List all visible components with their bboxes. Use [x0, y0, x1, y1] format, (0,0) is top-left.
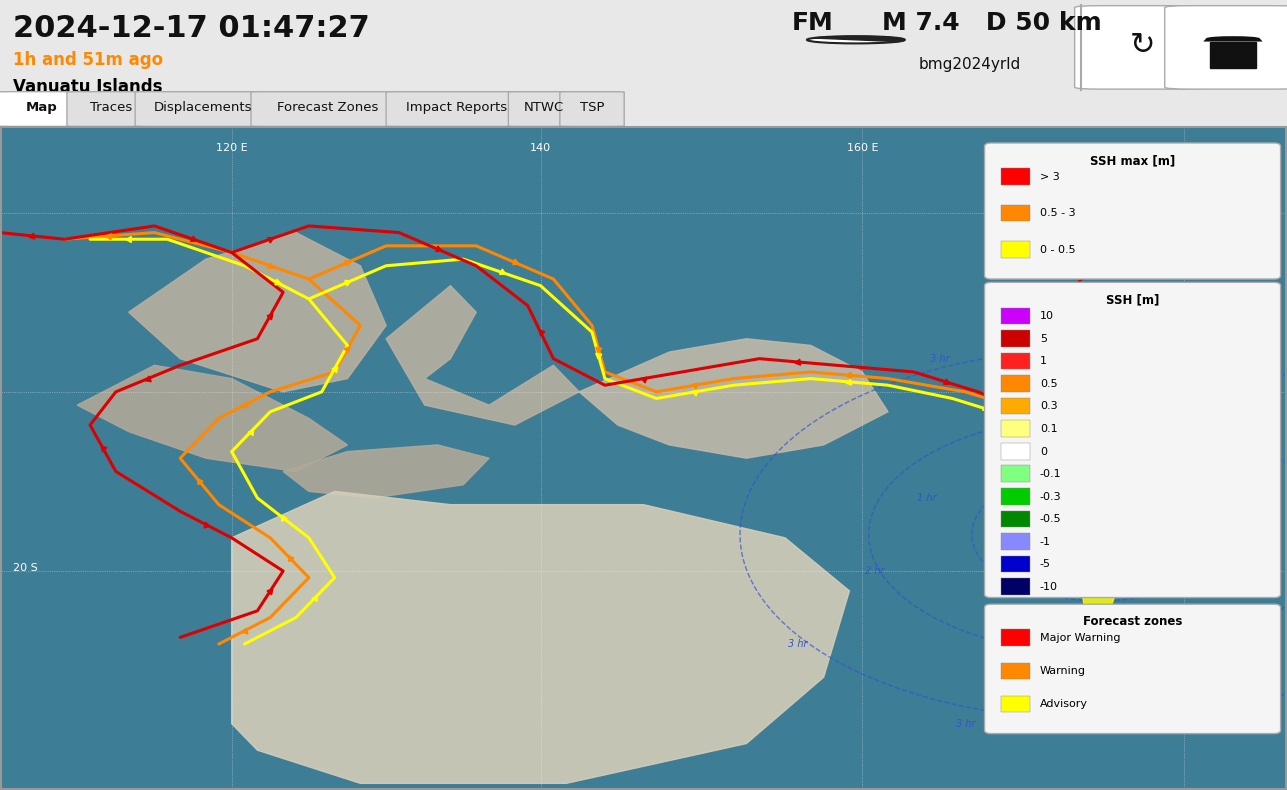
Bar — [1001, 488, 1030, 505]
Text: 1 hr: 1 hr — [1251, 506, 1272, 517]
Text: 2 hr: 2 hr — [1225, 705, 1246, 716]
Polygon shape — [1082, 425, 1120, 591]
Text: 0: 0 — [1040, 446, 1046, 457]
Bar — [1001, 398, 1030, 415]
Text: 3 hr: 3 hr — [955, 719, 976, 728]
Text: 1 hr: 1 hr — [916, 493, 937, 503]
Polygon shape — [77, 365, 347, 472]
Text: -0.1: -0.1 — [1040, 469, 1062, 479]
Bar — [1001, 375, 1030, 392]
Text: 10: 10 — [1040, 311, 1054, 322]
Text: SSH max [m]: SSH max [m] — [1090, 154, 1175, 167]
FancyBboxPatch shape — [560, 92, 624, 126]
Polygon shape — [283, 445, 489, 498]
Bar — [1001, 307, 1030, 324]
Text: SSH [m]: SSH [m] — [1106, 294, 1160, 307]
Text: 140: 140 — [530, 143, 551, 153]
Text: ↻: ↻ — [1130, 31, 1156, 60]
Text: Advisory: Advisory — [1040, 699, 1088, 709]
Text: 2 hr: 2 hr — [865, 566, 885, 576]
Text: Vanuatu Islands: Vanuatu Islands — [13, 77, 162, 96]
Text: 160 E: 160 E — [847, 143, 878, 153]
Polygon shape — [129, 232, 386, 392]
Text: M 7.4   D 50 km: M 7.4 D 50 km — [882, 11, 1102, 36]
Bar — [1001, 663, 1030, 679]
Bar — [1001, 465, 1030, 482]
Polygon shape — [232, 491, 849, 784]
Text: bmg2024yrld: bmg2024yrld — [919, 57, 1021, 72]
Bar — [1001, 241, 1030, 258]
FancyBboxPatch shape — [508, 92, 579, 126]
Text: 20 S: 20 S — [13, 562, 37, 573]
Circle shape — [807, 36, 905, 43]
Polygon shape — [1073, 412, 1129, 611]
FancyBboxPatch shape — [67, 92, 154, 126]
Text: 2024-12-17 01:47:27: 2024-12-17 01:47:27 — [13, 14, 369, 43]
Text: 5: 5 — [1040, 333, 1046, 344]
FancyBboxPatch shape — [985, 143, 1281, 279]
Text: 1h and 51m ago: 1h and 51m ago — [13, 51, 163, 70]
Bar — [1001, 420, 1030, 437]
Bar — [1210, 42, 1256, 68]
Text: 3 hr: 3 hr — [929, 354, 950, 363]
Text: -10: -10 — [1040, 582, 1058, 592]
FancyBboxPatch shape — [1075, 6, 1210, 89]
Text: 0.3: 0.3 — [1040, 401, 1058, 412]
Text: > 3: > 3 — [1040, 172, 1059, 182]
Text: 0.1: 0.1 — [1040, 424, 1058, 434]
Text: 3 hr: 3 hr — [788, 639, 808, 649]
Bar — [1001, 696, 1030, 713]
Text: Impact Reports: Impact Reports — [407, 101, 507, 115]
Text: 0 - 0.5: 0 - 0.5 — [1040, 245, 1076, 255]
Text: Major Warning: Major Warning — [1040, 633, 1121, 643]
Bar — [1001, 443, 1030, 460]
Text: 1: 1 — [1040, 356, 1046, 367]
FancyBboxPatch shape — [985, 604, 1281, 734]
FancyBboxPatch shape — [0, 92, 85, 126]
Bar — [1001, 630, 1030, 646]
Text: Forecast zones: Forecast zones — [1082, 615, 1183, 629]
Polygon shape — [386, 286, 579, 425]
Text: 120 E: 120 E — [216, 143, 247, 153]
FancyBboxPatch shape — [985, 282, 1281, 597]
Text: FM: FM — [792, 11, 833, 36]
Text: Forecast Zones: Forecast Zones — [278, 101, 378, 115]
Bar — [1001, 510, 1030, 527]
Text: -0.3: -0.3 — [1040, 491, 1062, 502]
Text: -1: -1 — [1040, 537, 1051, 547]
Text: Traces: Traces — [90, 101, 131, 115]
Text: NTWC: NTWC — [524, 101, 564, 115]
Bar — [1001, 168, 1030, 185]
Bar — [1001, 352, 1030, 369]
Bar — [1001, 555, 1030, 572]
Bar — [1001, 330, 1030, 347]
Bar — [1001, 578, 1030, 595]
Text: 180 E: 180 E — [1156, 143, 1187, 153]
Text: Map: Map — [26, 101, 57, 115]
Text: 0.5: 0.5 — [1040, 379, 1058, 389]
Polygon shape — [1089, 438, 1117, 571]
Text: Displacements: Displacements — [153, 101, 252, 115]
Bar — [1001, 205, 1030, 221]
Text: -0.5: -0.5 — [1040, 514, 1062, 525]
Text: -5: -5 — [1040, 559, 1051, 570]
FancyBboxPatch shape — [386, 92, 528, 126]
FancyBboxPatch shape — [251, 92, 405, 126]
Polygon shape — [579, 339, 888, 458]
Bar — [1001, 533, 1030, 550]
Text: TSP: TSP — [579, 101, 605, 115]
Text: Warning: Warning — [1040, 666, 1086, 676]
FancyBboxPatch shape — [135, 92, 270, 126]
FancyBboxPatch shape — [1165, 6, 1287, 89]
Wedge shape — [813, 36, 905, 42]
Text: 0.5 - 3: 0.5 - 3 — [1040, 209, 1076, 218]
